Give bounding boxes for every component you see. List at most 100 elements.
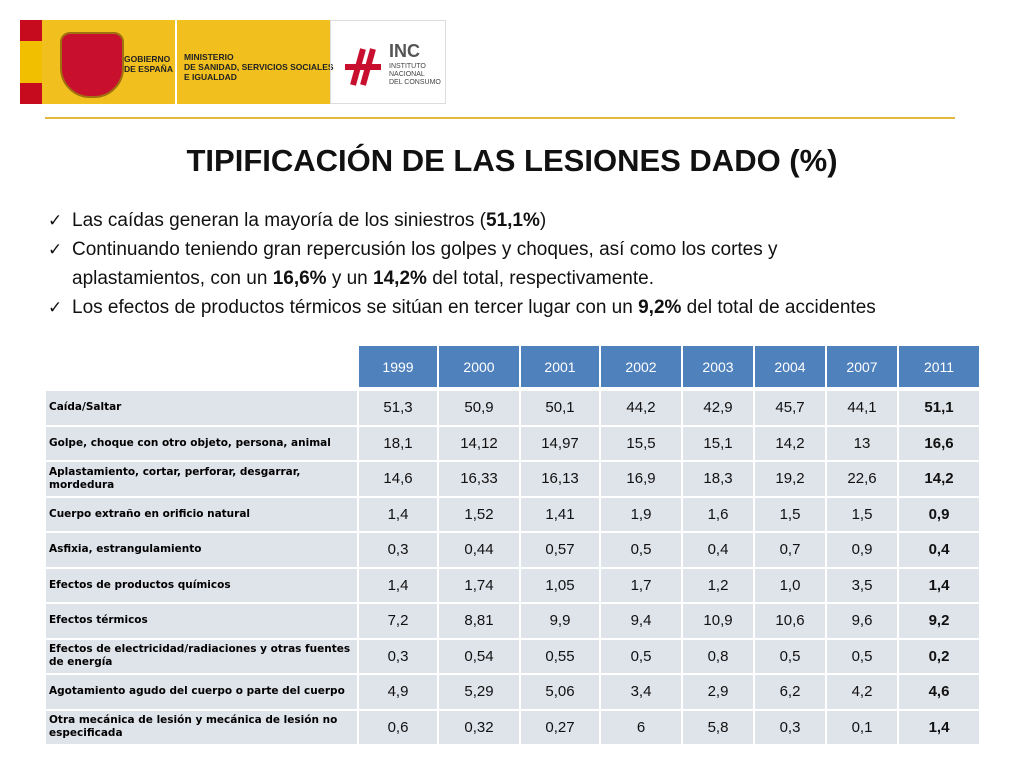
table-cell: 2,9: [682, 674, 754, 710]
ministerio-line: MINISTERIO: [184, 52, 234, 62]
row-label: Golpe, choque con otro objeto, persona, …: [45, 425, 358, 461]
table-cell: 0,55: [520, 638, 600, 674]
row-label: Caída/Saltar: [45, 390, 358, 426]
column-header: 2011: [898, 345, 980, 388]
table-cell: 4,9: [358, 674, 438, 710]
table-cell: 0,6: [358, 709, 438, 745]
row-label: Efectos de electricidad/radiaciones y ot…: [45, 638, 358, 674]
table-cell: 0,3: [358, 638, 438, 674]
inc-icon: [345, 48, 381, 86]
bullet-text: del total, respectivamente.: [426, 268, 654, 289]
column-header: 2003: [682, 345, 754, 388]
table-cell: 51,3: [358, 390, 438, 426]
row-label: Agotamiento agudo del cuerpo o parte del…: [45, 674, 358, 710]
table-cell: 0,7: [754, 532, 826, 568]
ministerio-line: E IGUALDAD: [184, 72, 237, 82]
row-label: Efectos de productos químicos: [45, 567, 358, 603]
bullet-bold: 14,2%: [373, 268, 427, 289]
table-cell: 0,54: [438, 638, 520, 674]
table-cell: 9,2: [898, 603, 980, 639]
table-cell: 1,4: [358, 567, 438, 603]
table-cell: 14,2: [754, 425, 826, 461]
row-label: Otra mecánica de lesión y mecánica de le…: [45, 709, 358, 745]
table-cell: 0,9: [826, 532, 898, 568]
table-cell: 44,1: [826, 390, 898, 426]
table-cell: 50,9: [438, 390, 520, 426]
table-cell: 10,9: [682, 603, 754, 639]
bullet: Las caídas generan la mayoría de los sin…: [48, 206, 908, 235]
column-header: 2004: [754, 345, 826, 388]
bullet-text: Continuando teniendo gran repercusión lo…: [72, 239, 778, 289]
table-cell: 8,81: [438, 603, 520, 639]
row-label: Efectos térmicos: [45, 603, 358, 639]
bullet-bold: 9,2%: [638, 297, 682, 318]
table-cell: 7,2: [358, 603, 438, 639]
table-cell: 0,5: [600, 532, 682, 568]
table-cell: 0,5: [754, 638, 826, 674]
table-cell: 9,4: [600, 603, 682, 639]
bullet-text: ): [539, 210, 547, 231]
table-cell: 16,6: [898, 425, 980, 461]
table-cell: 16,9: [600, 461, 682, 497]
table-cell: 9,6: [826, 603, 898, 639]
table-cell: 5,8: [682, 709, 754, 745]
table-cell: 1,5: [754, 496, 826, 532]
row-label: Asfixia, estrangulamiento: [45, 532, 358, 568]
table-cell: 1,4: [898, 567, 980, 603]
column-header: 1999: [358, 345, 438, 388]
coat-of-arms: [60, 32, 124, 98]
bullet-bold: 16,6%: [272, 268, 327, 289]
gobierno-text: GOBIERNO DE ESPAÑA: [124, 54, 173, 74]
table-cell: 16,33: [438, 461, 520, 497]
table-cell: 14,6: [358, 461, 438, 497]
table-cell: 1,4: [898, 709, 980, 745]
logo-gobierno: GOBIERNO DE ESPAÑA MINISTERIO DE SANIDAD…: [20, 20, 334, 104]
table-cell: 13: [826, 425, 898, 461]
table-cell: 14,12: [438, 425, 520, 461]
table-cell: 1,4: [358, 496, 438, 532]
bullet: Los efectos de productos térmicos se sit…: [48, 293, 908, 322]
table-cell: 0,5: [600, 638, 682, 674]
table-cell: 50,1: [520, 390, 600, 426]
column-header: 2002: [600, 345, 682, 388]
bullet: Continuando teniendo gran repercusión lo…: [48, 235, 908, 293]
table-cell: 15,5: [600, 425, 682, 461]
table-cell: 1,5: [826, 496, 898, 532]
table-cell: 1,41: [520, 496, 600, 532]
row-label: Cuerpo extraño en orificio natural: [45, 496, 358, 532]
bullet-text: Los efectos de productos térmicos se sit…: [72, 297, 639, 318]
column-header: 2007: [826, 345, 898, 388]
column-header: 2000: [438, 345, 520, 388]
table-cell: 15,1: [682, 425, 754, 461]
table-cell: 1,52: [438, 496, 520, 532]
table-cell: 0,27: [520, 709, 600, 745]
table-cell: 19,2: [754, 461, 826, 497]
table-cell: 1,0: [754, 567, 826, 603]
table-cell: 0,3: [754, 709, 826, 745]
table-cell: 5,29: [438, 674, 520, 710]
table-cell: 0,4: [898, 532, 980, 568]
table-cell: 1,9: [600, 496, 682, 532]
inc-name: INSTITUTO NACIONAL DEL CONSUMO: [389, 63, 441, 87]
title: TIPIFICACIÓN DE LAS LESIONES DADO (%): [186, 143, 838, 178]
table-cell: 5,06: [520, 674, 600, 710]
ministerio-line: DE SANIDAD, SERVICIOS SOCIALES: [184, 62, 334, 72]
table-cell: 16,13: [520, 461, 600, 497]
table-cell: 0,32: [438, 709, 520, 745]
table-cell: 51,1: [898, 390, 980, 426]
table-cell: 1,74: [438, 567, 520, 603]
bullet-text: del total de accidentes: [681, 297, 876, 318]
flag: [20, 20, 42, 104]
table-cell: 0,5: [826, 638, 898, 674]
bullet-text: Las caídas generan la mayoría de los sin…: [72, 210, 486, 231]
logo-inc: INC INSTITUTO NACIONAL DEL CONSUMO: [330, 20, 446, 104]
table-cell: 4,6: [898, 674, 980, 710]
table-cell: 1,6: [682, 496, 754, 532]
table-cell: 1,2: [682, 567, 754, 603]
bullet-list: Las caídas generan la mayoría de los sin…: [48, 206, 908, 322]
table-cell: 0,9: [898, 496, 980, 532]
table-cell: 14,97: [520, 425, 600, 461]
table-cell: 0,1: [826, 709, 898, 745]
inc-line: NACIONAL: [389, 71, 425, 78]
